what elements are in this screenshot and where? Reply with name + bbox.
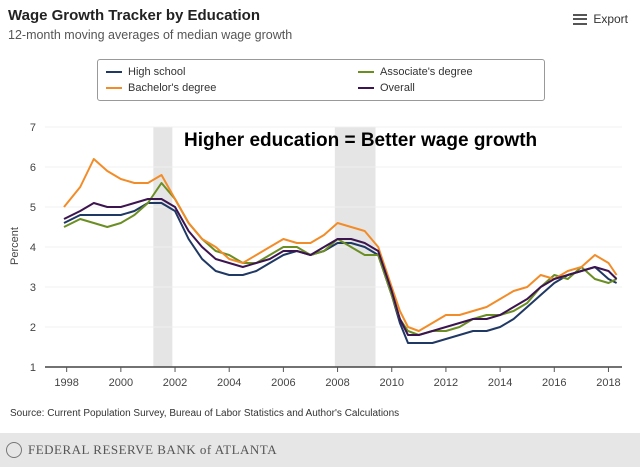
export-button[interactable]: Export xyxy=(573,12,628,26)
y-tick-label: 3 xyxy=(30,282,36,294)
x-tick-label: 2012 xyxy=(434,377,458,389)
y-tick-label: 6 xyxy=(30,162,36,174)
x-tick-label: 2004 xyxy=(217,377,241,389)
high-school-line xyxy=(63,202,618,344)
x-tick-label: 2006 xyxy=(271,377,295,389)
bachelors-line xyxy=(63,158,618,332)
axes: 1 2 3 4 5 6 7 1998 2000 2002 2004 2006 2008 2010 2012 2… xyxy=(30,122,622,389)
x-tick-label: 2008 xyxy=(325,377,349,389)
x-tick-label: 2010 xyxy=(379,377,403,389)
y-tick-label: 5 xyxy=(30,202,36,214)
x-tick-label: 2014 xyxy=(488,377,512,389)
legend-item-high-school[interactable]: High school xyxy=(106,66,185,78)
x-tick-label: 1998 xyxy=(54,377,78,389)
line-chart: 1 2 3 4 5 6 7 1998 2000 2002 2004 2006 2008 2010 2012 2… xyxy=(9,122,622,389)
legend-swatch-overall xyxy=(358,87,374,89)
legend-item-overall[interactable]: Overall xyxy=(358,82,415,94)
x-tick-label: 2000 xyxy=(109,377,133,389)
x-tick-label: 2018 xyxy=(596,377,620,389)
legend-label: Bachelor's degree xyxy=(128,82,217,94)
legend-item-bachelors[interactable]: Bachelor's degree xyxy=(106,82,216,94)
legend-swatch-associates xyxy=(358,71,374,73)
legend-label: High school xyxy=(128,66,186,78)
y-tick-label: 7 xyxy=(30,122,36,134)
x-tick-label: 2002 xyxy=(163,377,187,389)
legend-swatch-high-school xyxy=(106,71,122,73)
chart-legend: High school Associate's degree Bachelor'… xyxy=(97,59,545,101)
y-tick-label: 1 xyxy=(30,362,36,374)
chart-annotation: Higher education = Better wage growth xyxy=(184,130,537,151)
series-lines xyxy=(63,158,618,344)
overall-line xyxy=(63,198,618,336)
menu-icon xyxy=(573,13,588,25)
y-tick-label: 2 xyxy=(30,322,36,334)
fed-logo: FEDERAL RESERVE BANK of ATLANTA xyxy=(6,442,277,458)
chart-subtitle: 12-month moving averages of median wage … xyxy=(8,28,293,42)
footer: FEDERAL RESERVE BANK of ATLANTA xyxy=(0,433,640,467)
source-note: Source: Current Population Survey, Burea… xyxy=(10,408,400,419)
legend-label: Overall xyxy=(380,82,415,94)
export-label: Export xyxy=(593,12,628,26)
chart-title: Wage Growth Tracker by Education xyxy=(8,7,260,24)
y-tick-label: 4 xyxy=(30,242,36,254)
legend-item-associates[interactable]: Associate's degree xyxy=(358,66,473,78)
y-axis-label: Percent xyxy=(9,227,21,265)
associates-line xyxy=(63,182,618,336)
footer-logo-text: FEDERAL RESERVE BANK of ATLANTA xyxy=(28,442,278,457)
legend-label: Associate's degree xyxy=(380,66,473,78)
legend-swatch-bachelors xyxy=(106,87,122,89)
x-tick-label: 2016 xyxy=(542,377,566,389)
eagle-seal-icon xyxy=(6,442,22,458)
